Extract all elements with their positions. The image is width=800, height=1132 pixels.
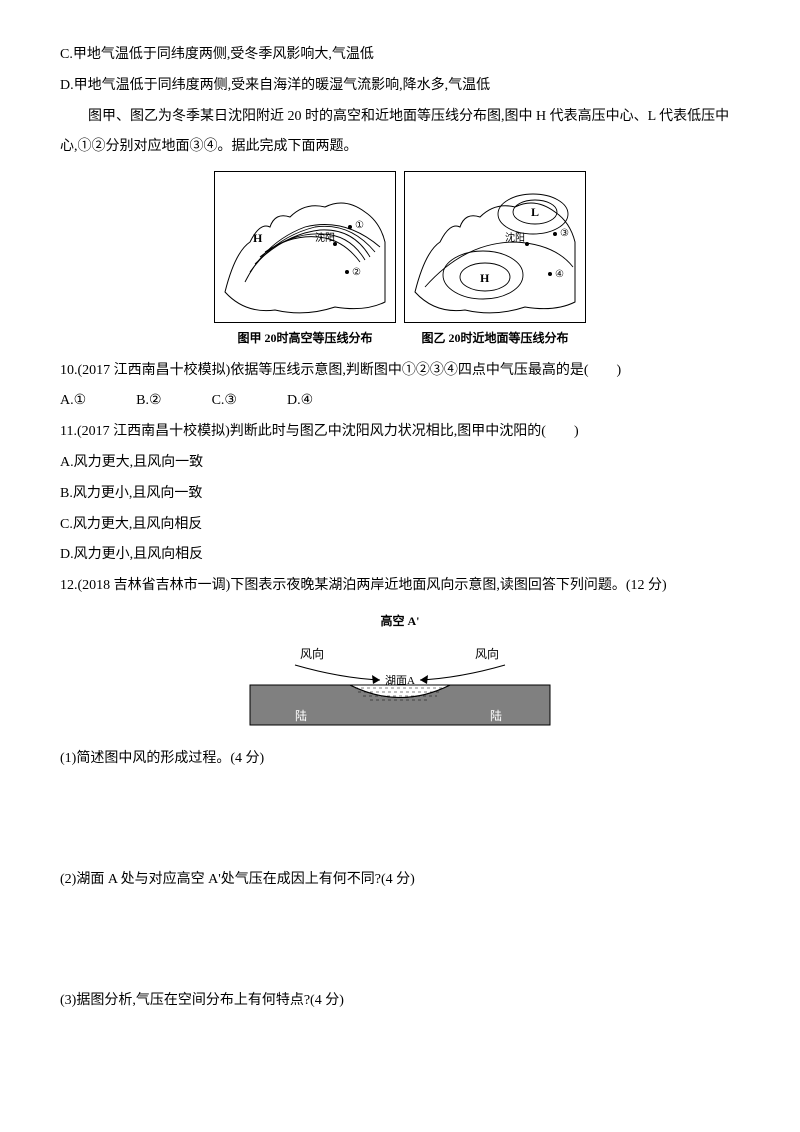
map1-p2: ②: [352, 267, 361, 278]
map-yi-svg: L H 沈阳 ③ ④: [404, 171, 586, 323]
option-c: C.甲地气温低于同纬度两侧,受冬季风影响大,气温低: [60, 40, 740, 71]
map2-city: 沈阳: [505, 231, 525, 244]
map-yi: L H 沈阳 ③ ④ 图乙 20时近地面等压线分布: [405, 171, 585, 351]
wind-left-label: 风向: [300, 646, 324, 661]
lake-figure: 风向 风向 湖面A 陆 陆: [60, 640, 740, 730]
map1-city: 沈阳: [315, 231, 335, 244]
map-jia: H 沈阳 ① ② 图甲 20时高空等压线分布: [215, 171, 395, 351]
q11-stem: 11.(2017 江西南昌十校模拟)判断此时与图乙中沈阳风力状况相比,图甲中沈阳…: [60, 417, 740, 448]
lake-label: 湖面A: [385, 674, 415, 687]
map2-caption: 图乙 20时近地面等压线分布: [421, 325, 568, 351]
wind-right-label: 风向: [475, 646, 499, 661]
map1-p1: ①: [355, 220, 364, 231]
map1-caption: 图甲 20时高空等压线分布: [237, 325, 372, 351]
q10-opt-c: C.③: [212, 386, 237, 417]
q10-opt-b: B.②: [136, 386, 161, 417]
q12-stem: 12.(2018 吉林省吉林市一调)下图表示夜晚某湖泊两岸近地面风向示意图,读图…: [60, 571, 740, 602]
q10-options: A.① B.② C.③ D.④: [60, 386, 740, 417]
q11-opt-c: C.风力更大,且风向相反: [60, 510, 740, 541]
map2-p4: ④: [555, 269, 564, 280]
lake-svg: 风向 风向 湖面A 陆 陆: [240, 640, 560, 730]
q12-sub3: (3)据图分析,气压在空间分布上有何特点?(4 分): [60, 986, 740, 1017]
intro-text: 图甲、图乙为冬季某日沈阳附近 20 时的高空和近地面等压线分布图,图中 H 代表…: [60, 102, 740, 164]
map-jia-svg: H 沈阳 ① ②: [214, 171, 396, 323]
answer-space-1: [60, 775, 740, 865]
q11-opt-a: A.风力更大,且风向一致: [60, 448, 740, 479]
q11-opt-b: B.风力更小,且风向一致: [60, 479, 740, 510]
answer-space-2: [60, 896, 740, 986]
map1-H: H: [253, 231, 263, 245]
map2-L: L: [531, 205, 539, 219]
q12-sub1: (1)简述图中风的形成过程。(4 分): [60, 744, 740, 775]
maps-row: H 沈阳 ① ② 图甲 20时高空等压线分布 L H 沈阳 ③ ④ 图乙: [60, 171, 740, 351]
q10-opt-d: D.④: [287, 386, 313, 417]
map2-H: H: [480, 271, 490, 285]
q11-opt-d: D.风力更小,且风向相反: [60, 540, 740, 571]
q12-sub2: (2)湖面 A 处与对应高空 A'处气压在成因上有何不同?(4 分): [60, 865, 740, 896]
land-right-label: 陆: [490, 708, 502, 723]
land-left-label: 陆: [295, 708, 307, 723]
q10-stem: 10.(2017 江西南昌十校模拟)依据等压线示意图,判断图中①②③④四点中气压…: [60, 356, 740, 387]
option-d: D.甲地气温低于同纬度两侧,受来自海洋的暖湿气流影响,降水多,气温低: [60, 71, 740, 102]
q10-opt-a: A.①: [60, 386, 86, 417]
map2-p3: ③: [560, 228, 569, 239]
q12-sky-title: 高空 A': [60, 608, 740, 634]
